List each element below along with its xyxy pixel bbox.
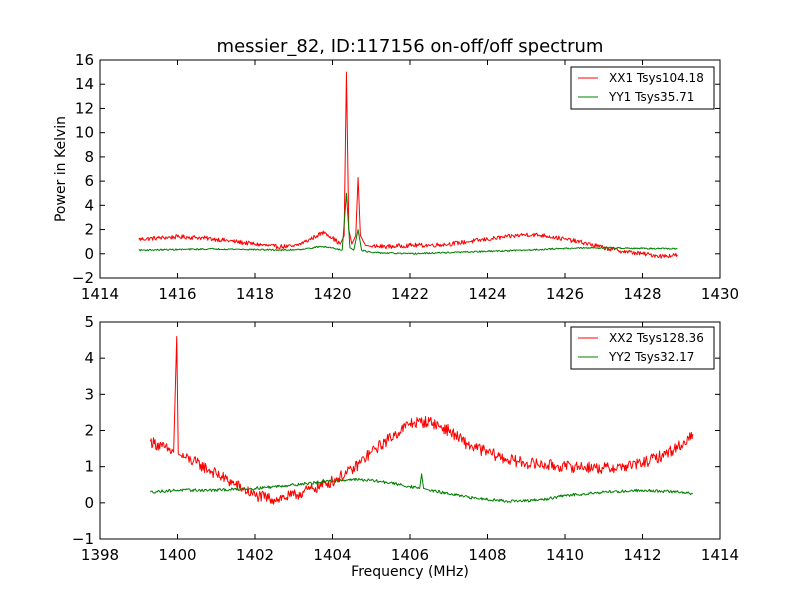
bottom-plot-area: 1398 1400 1402 1404 1406 1408 1410 1412 1414 −1 0 1… <box>72 313 739 564</box>
top-legend-label-2: YY1 Tsys35.71 <box>608 90 694 104</box>
top-legend-box <box>570 66 715 110</box>
bottom-y-tick-label: 5 <box>84 313 94 331</box>
top-series-1-line <box>138 71 678 259</box>
bottom-series-2-line <box>150 473 694 503</box>
top-x-tick-label: 1418 <box>236 285 274 303</box>
top-x-tick-label: 1428 <box>623 285 661 303</box>
top-y-tick-label: 16 <box>75 51 94 69</box>
bottom-y-tick-label: 2 <box>84 422 94 440</box>
top-y-tick-label: 14 <box>75 75 94 93</box>
top-x-tick-label: 1416 <box>158 285 196 303</box>
bottom-x-tick-label: 1402 <box>236 546 274 564</box>
bottom-x-tick-label: 1410 <box>546 546 584 564</box>
bottom-x-tick-label: 1414 <box>701 546 739 564</box>
top-plot-area: 1414 1416 1418 1420 1422 1424 1426 1428 1430−202… <box>72 51 739 303</box>
bottom-legend-label-1: XX2 Tsys128.36 <box>609 331 704 345</box>
bottom-series-group <box>149 335 694 505</box>
top-x-tick-label: 1420 <box>313 285 351 303</box>
top-series-2-line <box>138 192 678 255</box>
bottom-x-tick-label: 1398 <box>81 546 119 564</box>
top-x-tick-label: 1430 <box>701 285 739 303</box>
top-y-tick-label: 2 <box>84 221 94 239</box>
bottom-x-tick-label: 1400 <box>158 546 196 564</box>
top-y-axis-label: Power in Kelvin <box>53 116 69 222</box>
top-y-tick-label: 12 <box>75 99 94 117</box>
bottom-x-tick-label: 1404 <box>313 546 351 564</box>
bottom-x-tick-label: 1412 <box>623 546 661 564</box>
top-legend: XX1 Tsys104.18 YY1 Tsys35.71 <box>570 66 715 110</box>
chart-title: messier_82, ID:117156 on-off/off spectru… <box>217 36 604 57</box>
top-y-tick-label: 0 <box>84 245 94 263</box>
bottom-legend-box <box>570 326 715 370</box>
bottom-y-tick-label: 1 <box>84 458 94 476</box>
bottom-x-tick-label: 1406 <box>391 546 429 564</box>
top-x-tick-label: 1414 <box>81 285 119 303</box>
top-x-tick-label: 1424 <box>468 285 506 303</box>
bottom-x-axis-label: Frequency (MHz) <box>351 564 469 580</box>
bottom-y-tick-label: 4 <box>84 349 94 367</box>
bottom-y-tick-label: −1 <box>72 530 94 548</box>
top-y-tick-label: 4 <box>84 196 94 214</box>
top-legend-label-1: XX1 Tsys104.18 <box>609 71 704 85</box>
bottom-x-tick-label: 1408 <box>468 546 506 564</box>
top-y-tick-label: 10 <box>75 124 94 142</box>
top-x-tick-label: 1422 <box>391 285 429 303</box>
top-y-tick-label: 8 <box>84 148 94 166</box>
bottom-y-tick-label: 0 <box>84 494 94 512</box>
top-x-tick-label: 1426 <box>546 285 584 303</box>
bottom-legend: XX2 Tsys128.36 YY2 Tsys32.17 <box>570 326 715 370</box>
bottom-legend-label-2: YY2 Tsys32.17 <box>608 350 694 364</box>
top-y-tick-label: 6 <box>84 172 94 190</box>
top-series-group <box>138 71 678 259</box>
bottom-series-1-line <box>149 335 694 505</box>
top-plot-frame <box>99 59 721 279</box>
bottom-plot-frame <box>99 321 721 540</box>
bottom-y-tick-label: 3 <box>84 385 94 403</box>
top-y-tick-label: −2 <box>72 269 94 287</box>
